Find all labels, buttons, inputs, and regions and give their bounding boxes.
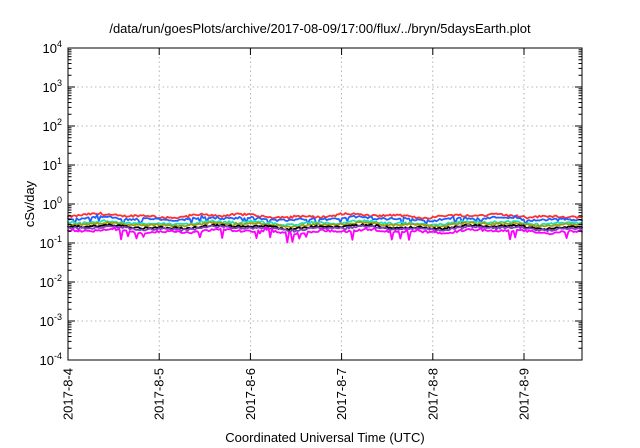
y-tick-label: 103: [43, 78, 62, 95]
series-line: [67, 211, 583, 220]
x-tick-label: 2017-8-6: [243, 368, 258, 420]
x-tick-label: 2017-8-5: [152, 368, 167, 420]
x-tick-labels: 2017-8-4 2017-8-5 2017-8-6 2017-8-7 2017-8-8…: [61, 368, 532, 420]
y-tick-label: 100: [43, 195, 62, 212]
grid: [68, 48, 582, 360]
y-tick-label: 101: [43, 156, 62, 173]
x-tick-label: 2017-8-4: [61, 368, 76, 420]
x-tick-label: 2017-8-9: [517, 368, 532, 420]
series-line: [67, 224, 583, 233]
ticks: [67, 47, 582, 361]
y-tick-label: 10-4: [40, 351, 62, 368]
y-tick-label: 10-3: [40, 312, 62, 329]
x-tick-label: 2017-8-8: [425, 368, 440, 420]
y-tick-label: 10-2: [40, 273, 62, 290]
x-axis-label: Coordinated Universal Time (UTC): [225, 430, 424, 445]
y-tick-label: 102: [43, 117, 62, 134]
series-layer: [67, 211, 583, 244]
series-line: [67, 213, 583, 227]
chart-title: /data/run/goesPlots/archive/2017-08-09/1…: [109, 21, 531, 36]
y-tick-label: 104: [43, 39, 62, 56]
series-line: [67, 223, 583, 232]
series-line: [67, 226, 583, 244]
y-axis-label: cSv/day: [22, 180, 37, 227]
y-tick-labels: 10-4 10-3 10-2 10-1 100 101 102 103 104: [40, 39, 62, 368]
series-line: [67, 220, 583, 229]
x-tick-label: 2017-8-7: [334, 368, 349, 420]
y-tick-label: 10-1: [40, 234, 62, 251]
